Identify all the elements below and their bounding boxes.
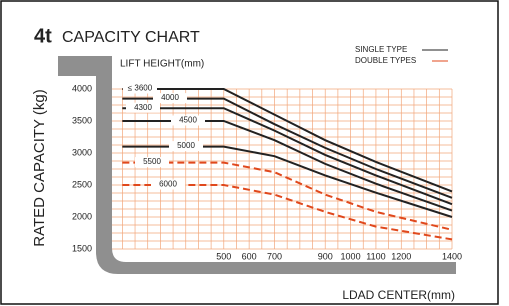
legend-label: DOUBLE TYPES [355, 56, 416, 65]
series-label: 5000 [177, 141, 195, 150]
series-label: ≤ 3600 [128, 84, 153, 93]
series-label: 4300 [134, 103, 152, 112]
series-label: 4000 [161, 93, 179, 102]
x-tick-label: 700 [267, 251, 282, 261]
grid [97, 89, 452, 249]
x-tick-label: 1400 [442, 251, 462, 261]
x-tick-label: 900 [318, 251, 333, 261]
y-tick-label: 2000 [72, 211, 92, 221]
x-tick-label: 1200 [391, 251, 411, 261]
chart: 4t CAPACITY CHART LIFT HEIGHT(mm) RATED … [0, 0, 509, 306]
annotation: LIFT HEIGHT(mm) [120, 59, 204, 70]
title-badge: 4t [34, 25, 52, 47]
x-tick-label: 500 [216, 251, 231, 261]
x-tick-label: 600 [242, 251, 257, 261]
chart-title: CAPACITY CHART [62, 29, 200, 46]
x-tick-label: 1000 [341, 251, 361, 261]
x-axis-label: LDAD CENTER(mm) [342, 288, 455, 302]
x-tick-label: 1100 [366, 251, 385, 261]
y-axis-label: RATED CAPACITY (kg) [31, 89, 48, 247]
y-tick-label: 3500 [72, 115, 92, 125]
y-tick-label: 4000 [72, 83, 92, 93]
series-label: 6000 [159, 180, 177, 189]
series-label: 5500 [143, 157, 161, 166]
y-tick-label: 3000 [72, 147, 92, 157]
series-label: 4500 [179, 116, 197, 125]
legend: SINGLE TYPE DOUBLE TYPES [355, 45, 448, 65]
page: 4t CAPACITY CHART LIFT HEIGHT(mm) RATED … [0, 0, 509, 306]
y-tick-label: 1500 [72, 243, 92, 253]
y-tick-label: 2500 [72, 179, 92, 189]
legend-label: SINGLE TYPE [355, 45, 407, 54]
